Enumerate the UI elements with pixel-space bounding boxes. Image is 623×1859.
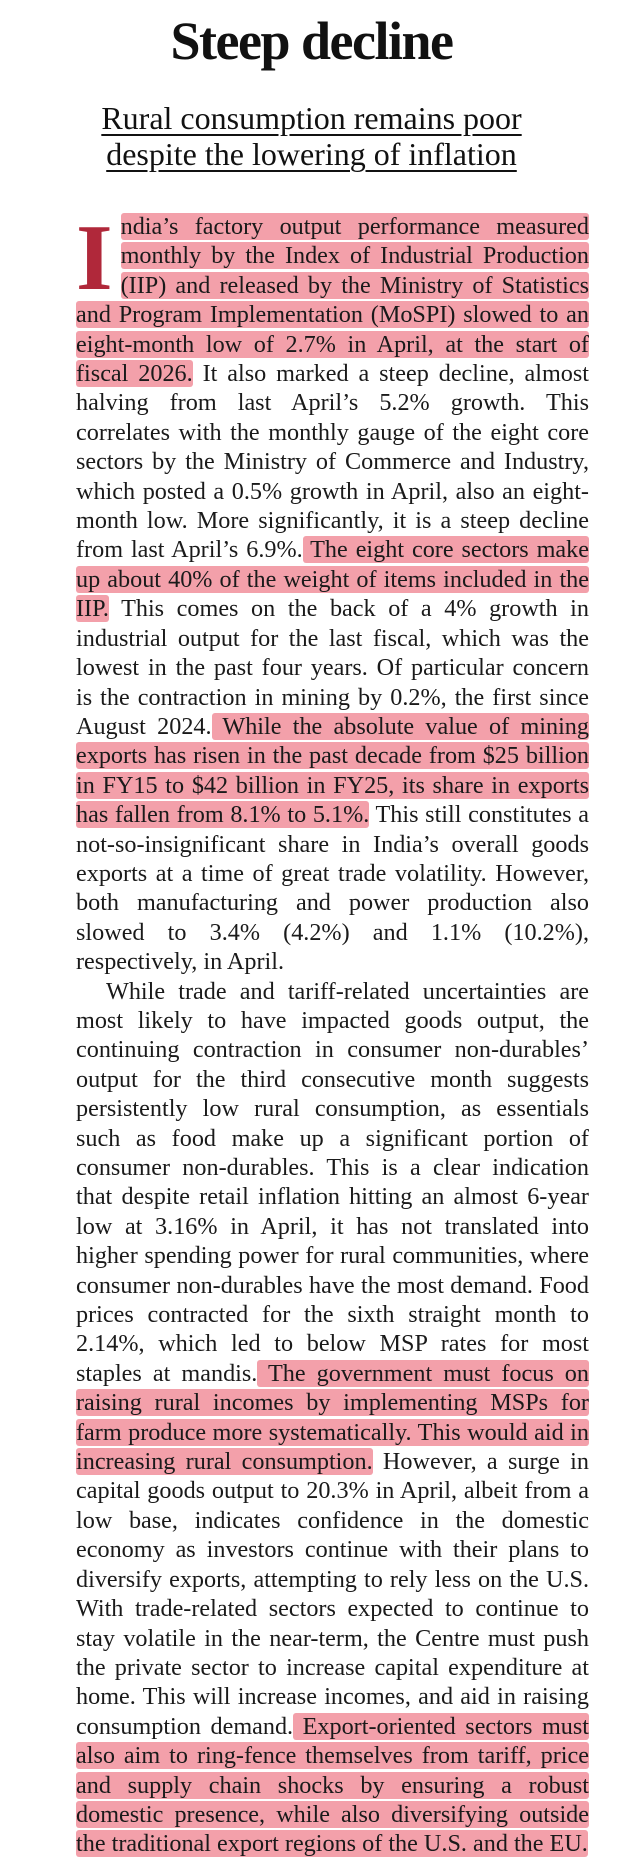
text-manufacturing-power: This still constitutes a not-so-insignif… — [76, 801, 589, 976]
text-steep-decline: It also marked a steep decline, almost h… — [76, 360, 589, 564]
subhead-line-1: Rural consumption remains poor — [101, 100, 522, 136]
paragraph-2: While trade and tariff-related uncertain… — [76, 977, 590, 1859]
text-mining-contraction: This comes on the back of a 4% growth in… — [76, 595, 589, 740]
headline: Steep decline — [170, 11, 454, 71]
text-rural-consumption: While trade and tariff-related uncertain… — [76, 977, 589, 1387]
drop-cap: I — [76, 206, 113, 310]
text-capital-goods: However, a surge in capital goods output… — [76, 1448, 589, 1740]
subhead-line-2: despite the lowering of inflation — [106, 136, 517, 172]
subheadline: Rural consumption remains poor despite t… — [0, 100, 623, 172]
highlight-iip-slowdown: ndia’s factory output performance measur… — [76, 213, 589, 388]
